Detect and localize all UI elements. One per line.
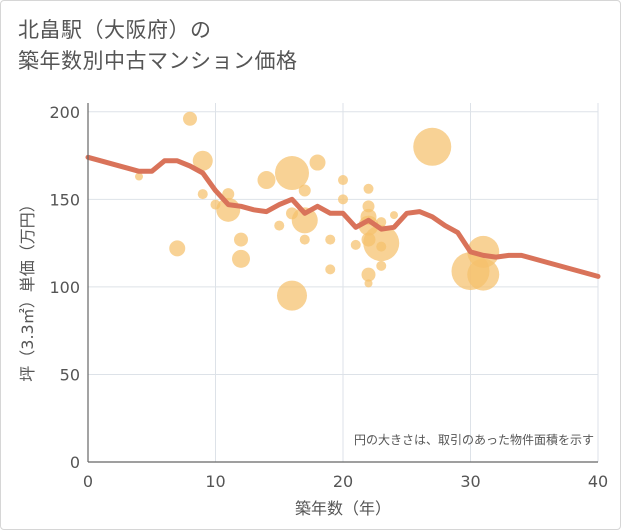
data-bubble [413, 127, 452, 166]
data-bubble [361, 267, 376, 282]
data-bubble [232, 249, 250, 268]
x-tick-label: 20 [333, 472, 353, 491]
x-tick-label: 0 [83, 472, 93, 491]
data-bubble [390, 211, 398, 220]
data-bubble [291, 207, 318, 234]
grid-lines [88, 103, 599, 462]
data-bubble [299, 234, 310, 245]
data-bubble [275, 156, 309, 191]
y-tick-label: 0 [70, 453, 80, 472]
chart-title-line1: 北畠駅（大阪府）の [18, 18, 212, 42]
data-bubble [338, 175, 348, 186]
data-bubble [274, 220, 285, 231]
x-tick-label: 30 [460, 472, 480, 491]
y-tick-label: 200 [49, 103, 80, 122]
data-bubble [362, 200, 375, 213]
data-bubble [467, 235, 500, 268]
data-bubble [135, 172, 143, 181]
data-bubble [169, 240, 186, 257]
data-bubble [197, 189, 208, 200]
data-bubble [257, 171, 276, 190]
data-bubble [325, 234, 336, 245]
x-axis-label: 築年数（年） [295, 499, 391, 518]
axes: 0 10 20 30 40 0 50 100 150 200 [49, 103, 608, 491]
data-bubble [363, 183, 374, 194]
y-tick-label: 50 [60, 365, 80, 384]
data-bubble [376, 241, 387, 252]
data-bubble [234, 232, 248, 247]
data-bubble [350, 239, 361, 250]
data-bubble [192, 150, 213, 171]
data-bubble [338, 194, 348, 205]
data-bubble [309, 154, 326, 171]
y-axis-label: 坪（3.3㎡）単価（万円） [18, 196, 37, 381]
data-bubble [277, 280, 307, 311]
data-bubble [325, 264, 336, 275]
y-tick-label: 150 [49, 190, 80, 209]
data-bubble [376, 260, 387, 271]
chart-title-line2: 築年数別中古マンション価格 [18, 49, 298, 73]
data-bubble [467, 258, 500, 291]
x-tick-label: 10 [205, 472, 225, 491]
data-bubble [298, 184, 311, 197]
chart-title: 北畠駅（大阪府）の 築年数別中古マンション価格 [18, 15, 298, 77]
x-tick-label: 40 [588, 472, 608, 491]
data-bubble [222, 188, 235, 201]
data-bubble [364, 279, 373, 288]
bubbles [135, 111, 500, 311]
bubble-size-note: 円の大きさは、取引のあった物件面積を示す [354, 432, 594, 447]
data-bubble [183, 111, 197, 126]
y-tick-label: 100 [49, 278, 80, 297]
trend-line [85, 154, 601, 279]
